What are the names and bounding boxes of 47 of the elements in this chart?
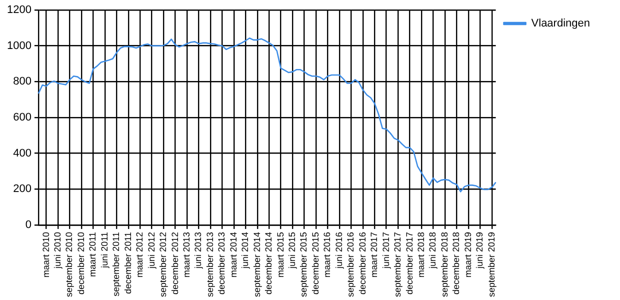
x-tick-label: juni 2014 <box>240 232 250 270</box>
x-tick-label: juni 2016 <box>334 232 344 270</box>
y-tick-label: 200 <box>13 183 32 196</box>
x-tick-label: september 2019 <box>486 232 496 298</box>
x-tick-label: december 2013 <box>216 232 227 295</box>
x-tick-label: juni 2015 <box>287 232 298 270</box>
x-tick-label: maart 2017 <box>369 232 380 278</box>
x-tick-label: juni 2019 <box>474 232 485 270</box>
y-tick-label: 600 <box>13 112 32 124</box>
x-tick-label: juni 2011 <box>99 232 110 269</box>
x-tick-label: december 2017 <box>404 232 414 295</box>
x-tick-label: maart 2018 <box>416 232 426 278</box>
x-tick-label: juni 2018 <box>428 232 438 270</box>
y-tick-label: 800 <box>13 76 32 88</box>
y-tick-label: 400 <box>13 147 32 160</box>
x-tick-label: maart 2011 <box>88 232 98 277</box>
x-tick-label: september 2012 <box>158 232 168 298</box>
legend-label: Vlaardingen <box>531 18 590 30</box>
y-tick-label: 0 <box>25 218 32 231</box>
x-tick-label: maart 2015 <box>275 232 286 278</box>
x-tick-label: september 2016 <box>346 232 356 298</box>
x-tick-label: juni 2012 <box>146 232 156 270</box>
x-tick-label: december 2018 <box>451 232 462 295</box>
x-tick-label: september 2010 <box>64 232 74 298</box>
x-tick-label: maart 2012 <box>134 232 145 278</box>
x-tick-label: maart 2016 <box>322 232 332 278</box>
x-tick-label: maart 2014 <box>228 232 238 278</box>
x-tick-label: december 2010 <box>76 232 86 295</box>
x-tick-label: december 2015 <box>310 232 320 295</box>
y-tick-label: 1200 <box>6 4 32 16</box>
x-tick-label: december 2016 <box>357 232 368 295</box>
x-tick-label: juni 2010 <box>52 232 62 270</box>
x-tick-label: december 2012 <box>170 232 180 295</box>
x-tick-label: september 2018 <box>439 232 450 298</box>
x-tick-label: september 2015 <box>298 232 309 298</box>
x-tick-label: september 2011 <box>111 232 122 296</box>
x-tick-label: maart 2013 <box>181 232 192 278</box>
x-tick-label: december 2014 <box>264 232 274 295</box>
x-tick-label: juni 2013 <box>193 232 204 270</box>
x-tick-label: maart 2019 <box>462 232 473 278</box>
y-tick-label: 1000 <box>6 40 32 52</box>
x-tick-label: september 2017 <box>392 232 403 298</box>
x-tick-label: september 2014 <box>252 232 262 298</box>
x-tick-label: december 2011 <box>122 232 133 294</box>
x-tick-label: juni 2017 <box>380 232 391 270</box>
x-tick-label: september 2013 <box>204 232 215 298</box>
x-tick-label: maart 2010 <box>40 232 51 278</box>
